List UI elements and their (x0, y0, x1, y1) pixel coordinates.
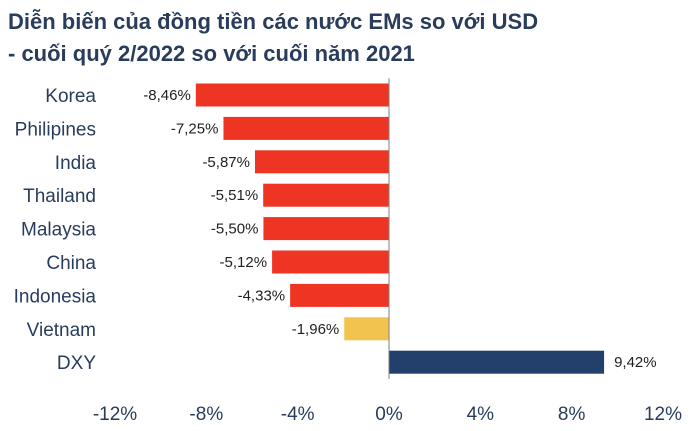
bar-vietnam (344, 317, 389, 341)
value-label-indonesia: -4,33% (238, 287, 286, 304)
value-label-malaysia: -5,50% (211, 221, 259, 238)
value-label-thailand: -5,51% (211, 187, 259, 204)
bar-malaysia (263, 217, 389, 241)
x-tick-label: 8% (558, 404, 586, 425)
bar-thailand (263, 183, 389, 207)
value-label-philipines: -7,25% (171, 120, 219, 137)
x-tick-label: 0% (375, 404, 403, 425)
x-tick-label: -4% (281, 404, 315, 425)
value-label-korea: -8,46% (143, 87, 191, 104)
category-label-china: China (46, 253, 96, 274)
value-label-vietnam: -1,96% (292, 321, 340, 338)
value-label-india: -5,87% (202, 154, 250, 171)
category-label-korea: Korea (45, 86, 96, 107)
chart-title: Diễn biến của đồng tiền các nước EMs so … (8, 6, 688, 70)
bar-korea (195, 83, 389, 107)
bar-india (254, 150, 389, 174)
x-tick-label: 12% (644, 404, 682, 425)
bar-china (272, 250, 389, 274)
category-label-philipines: Philipines (15, 119, 96, 140)
bar-dxy (389, 350, 605, 374)
chart-title-line-1: Diễn biến của đồng tiền các nước EMs so … (8, 9, 539, 34)
category-label-malaysia: Malaysia (21, 220, 96, 241)
bar-philipines (223, 116, 389, 140)
category-label-vietnam: Vietnam (27, 320, 96, 341)
value-label-dxy: 9,42% (614, 354, 657, 371)
value-label-china: -5,12% (220, 254, 268, 271)
chart-title-line-2: - cuối quý 2/2022 so với cuối năm 2021 (8, 41, 415, 66)
x-tick-label: 4% (467, 404, 495, 425)
category-label-dxy: DXY (57, 353, 96, 374)
category-label-india: India (55, 153, 97, 174)
category-label-thailand: Thailand (23, 186, 96, 207)
x-tick-label: -8% (189, 404, 223, 425)
x-tick-label: -12% (93, 404, 137, 425)
bar-indonesia (290, 283, 389, 307)
category-label-indonesia: Indonesia (14, 286, 97, 307)
